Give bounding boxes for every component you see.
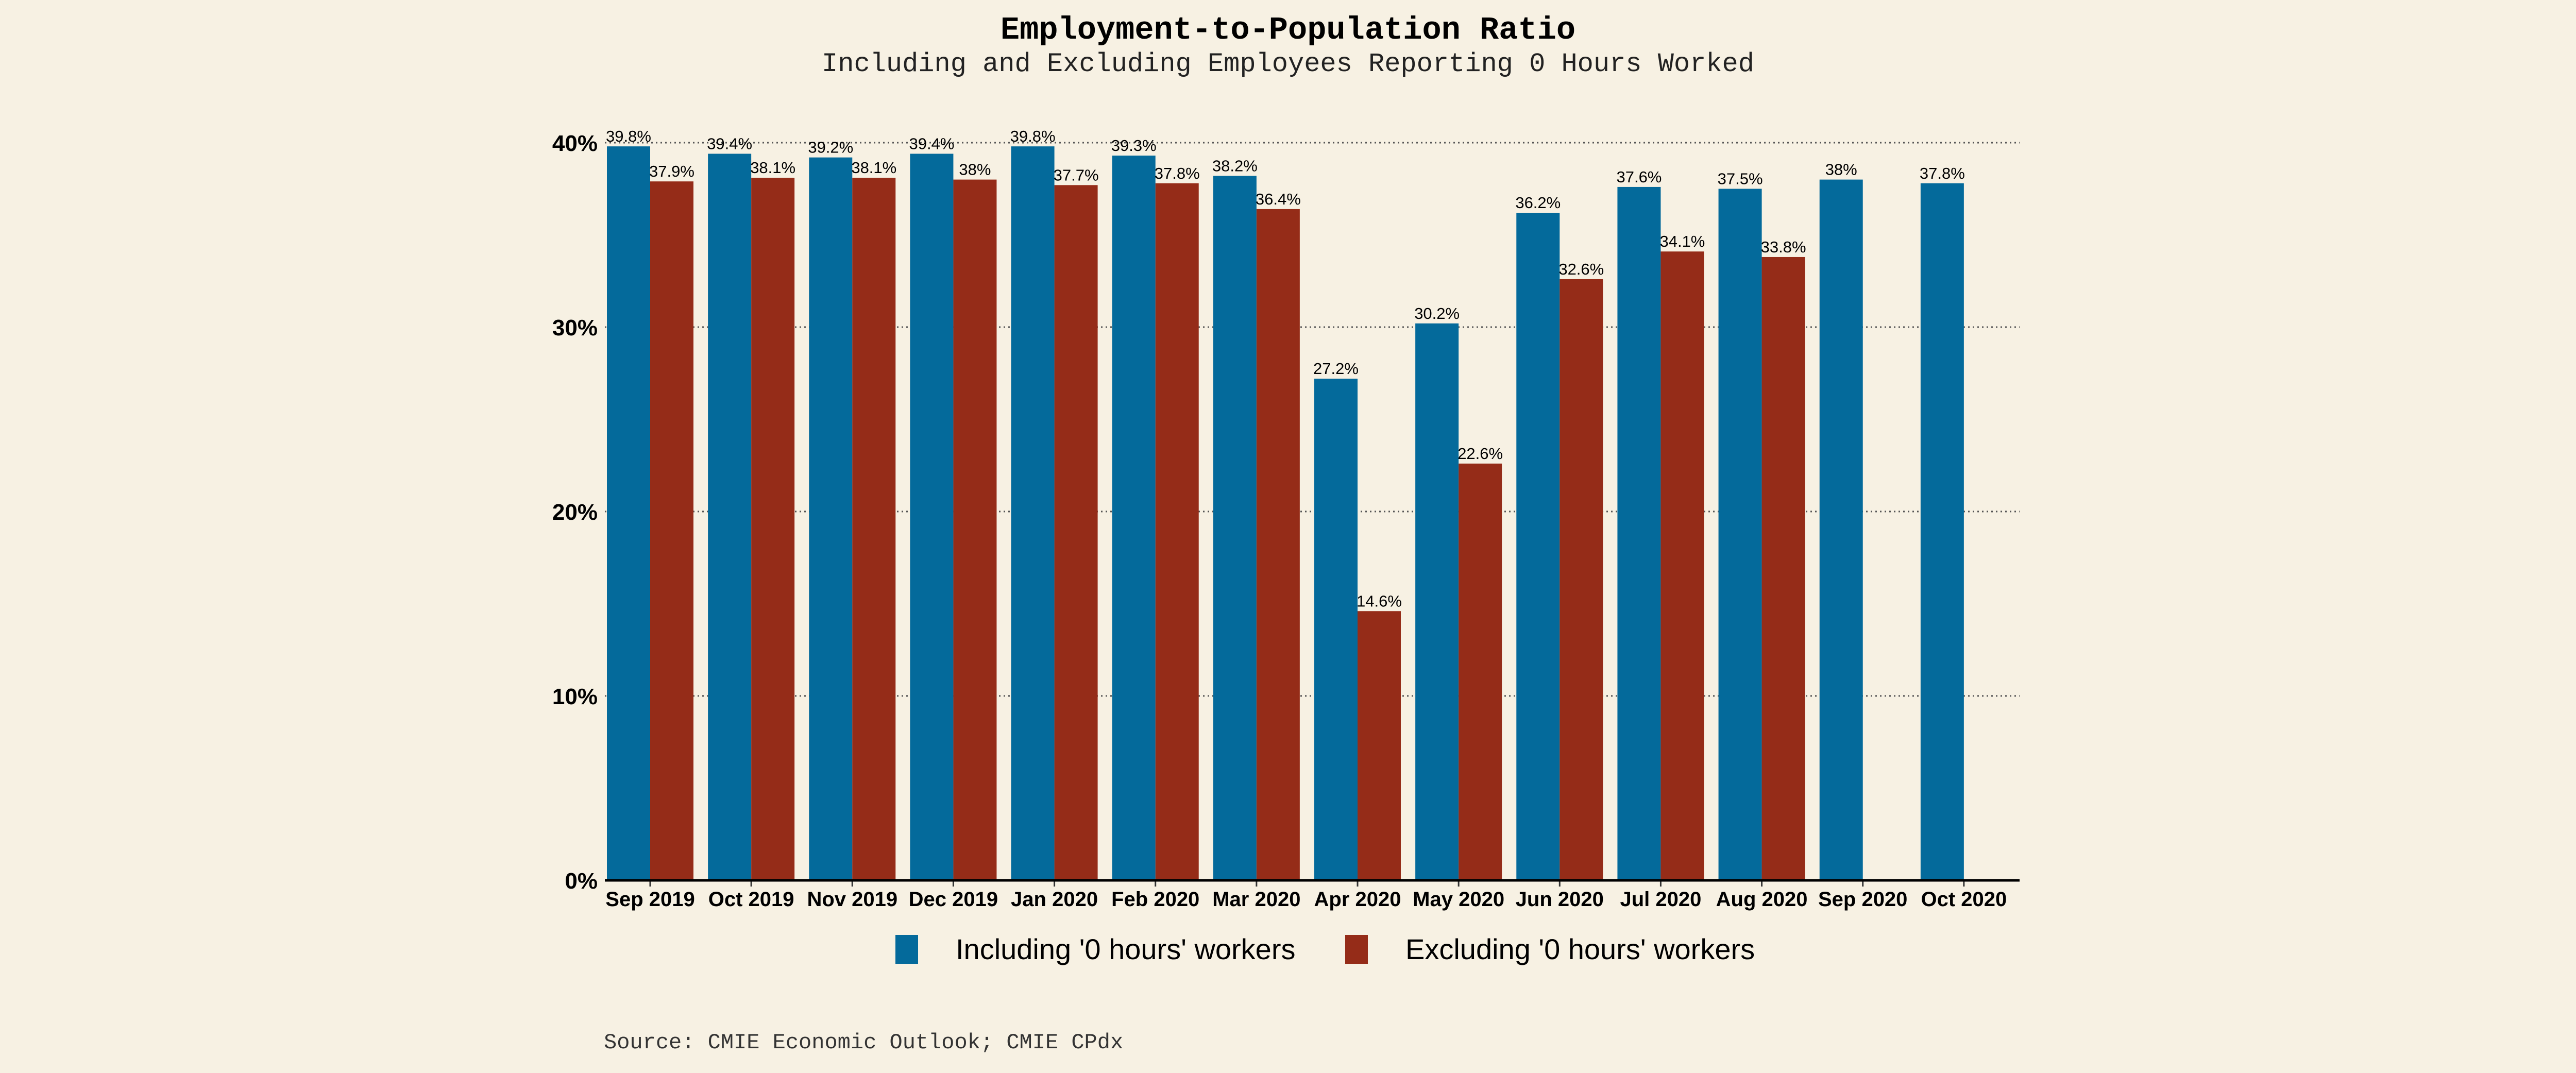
bar-including (607, 146, 650, 880)
data-label: 39.8% (606, 127, 651, 145)
x-axis: Sep 2019 Oct 2019 Nov 2019 Dec 2019 Jan 2020… (605, 879, 2020, 911)
data-label: 38% (959, 161, 991, 179)
data-label: 39.2% (808, 139, 853, 157)
bar-including (708, 154, 752, 881)
data-label: 33.8% (1761, 238, 1806, 256)
bar-including (910, 154, 954, 881)
bar-including (1920, 183, 1964, 880)
bar-including (1314, 379, 1358, 880)
y-tick-label: 20% (552, 500, 598, 525)
data-label: 38% (1825, 161, 1857, 179)
x-tick-label: Oct 2020 (1921, 888, 2007, 911)
data-label: 39.4% (707, 134, 752, 152)
bar-excluding (1560, 279, 1603, 881)
y-tick-label: 40% (552, 131, 598, 156)
bar-excluding (1256, 209, 1300, 880)
bar-including (1415, 323, 1459, 880)
chart-subtitle: Including and Excluding Employees Report… (822, 49, 1754, 79)
data-label: 37.9% (649, 162, 694, 180)
data-label: 37.6% (1616, 168, 1662, 186)
x-tick-label: Feb 2020 (1111, 888, 1199, 911)
bar-excluding (1358, 611, 1401, 880)
y-tick-label: 30% (552, 315, 598, 340)
data-label: 30.2% (1414, 304, 1460, 322)
bar-excluding (1459, 463, 1502, 880)
y-tick-label: 10% (552, 684, 598, 709)
data-label: 37.5% (1718, 170, 1763, 188)
x-tick-label: May 2020 (1413, 888, 1504, 911)
data-label: 36.4% (1256, 190, 1301, 208)
bar-including (809, 157, 853, 880)
bar-excluding (953, 179, 997, 881)
x-tick-label: Sep 2020 (1818, 888, 1907, 911)
data-label: 39.4% (909, 134, 954, 152)
legend-swatch-including (895, 935, 918, 964)
legend-swatch-excluding (1345, 935, 1368, 964)
legend-label-including: Including '0 hours' workers (956, 933, 1295, 965)
data-label: 39.8% (1010, 127, 1056, 145)
x-tick-label: Jul 2020 (1620, 888, 1701, 911)
data-label: 22.6% (1458, 445, 1503, 463)
data-label: 38.2% (1212, 157, 1258, 175)
data-label: 32.6% (1558, 260, 1604, 278)
x-tick-label: Jan 2020 (1011, 888, 1098, 911)
data-label: 38.1% (750, 159, 795, 177)
data-label: 37.8% (1920, 164, 1965, 182)
data-label: 27.2% (1313, 360, 1359, 378)
data-label: 39.3% (1111, 137, 1157, 155)
bar-excluding (1761, 257, 1805, 881)
bar-including (1213, 176, 1257, 881)
legend-label-excluding: Excluding '0 hours' workers (1405, 933, 1755, 965)
data-label: 37.8% (1155, 164, 1200, 182)
bar-excluding (1155, 183, 1199, 880)
x-tick-label: Oct 2019 (708, 888, 794, 911)
x-tick-label: Aug 2020 (1716, 888, 1808, 911)
x-tick-label: Mar 2020 (1212, 888, 1300, 911)
x-tick-label: Dec 2019 (909, 888, 998, 911)
data-label: 38.1% (851, 159, 896, 177)
x-tick-label: Sep 2019 (605, 888, 694, 911)
bar-excluding (1660, 251, 1704, 881)
chart-title: Employment-to-Population Ratio (1001, 12, 1575, 48)
bar-excluding (1054, 185, 1098, 881)
bar-including (1617, 186, 1661, 880)
data-label: 14.6% (1357, 592, 1402, 610)
x-tick-label: Jun 2020 (1516, 888, 1604, 911)
data-label: 34.1% (1659, 232, 1705, 250)
bar-including (1516, 213, 1560, 880)
legend: Including '0 hours' workers Excluding '0… (895, 933, 1755, 965)
y-axis: 0% 10% 20% 30% 40% (552, 131, 598, 894)
source-note: Source: CMIE Economic Outlook; CMIE CPdx (604, 1030, 1123, 1055)
bar-including (1718, 189, 1762, 880)
x-tick-label: Apr 2020 (1314, 888, 1401, 911)
bar-including (1011, 146, 1055, 880)
bar-excluding (852, 178, 896, 880)
bar-excluding (650, 181, 693, 881)
x-tick-label: Nov 2019 (807, 888, 897, 911)
data-label: 37.7% (1054, 166, 1099, 184)
bar-excluding (751, 178, 795, 880)
bar-including (1112, 156, 1156, 880)
data-label: 36.2% (1515, 194, 1561, 212)
bars: 39.8% 37.9% 39.4% 38.1% 39.2% 38.1% 39.4% 38% 39… (606, 127, 1965, 881)
bar-including (1819, 179, 1863, 881)
y-tick-label: 0% (565, 868, 598, 894)
